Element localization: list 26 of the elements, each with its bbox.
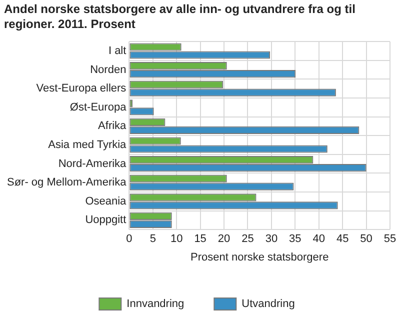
legend-label: Innvandring [126, 298, 184, 310]
x-axis-title: Prosent norske statsborgere [190, 251, 329, 264]
x-tick-label: 15 [194, 233, 206, 246]
x-tick-label: 30 [265, 233, 278, 246]
y-tick-label: Vest-Europa ellers [36, 82, 127, 95]
x-tick-label: 10 [170, 233, 183, 246]
y-tick-label: Asia med Tyrkia [48, 139, 128, 152]
y-tick-label: I alt [108, 45, 126, 58]
y-tick-label: Nord-Amerika [58, 158, 128, 170]
x-tick-label: 25 [242, 233, 254, 246]
y-tick-label: Norden [90, 64, 126, 76]
y-tick-label: Uoppgitt [85, 214, 126, 226]
y-tick-label: Sør- og Mellom-Amerika [6, 176, 128, 189]
x-tick-label: 55 [384, 233, 396, 246]
y-tick-label: Oseania [85, 195, 128, 208]
x-tick-label: 35 [289, 233, 302, 246]
x-tick-label: 5 [150, 233, 156, 246]
x-tick-label: 40 [312, 233, 325, 246]
y-tick-label: Afrika [98, 120, 128, 132]
chart-title: Andel norske statsborgere av alle inn- og utvandrere fra og til regioner. 2011. Prosent [4, 2, 356, 32]
y-tick-label: Øst-Europa [70, 101, 128, 114]
legend-label: Utvandring [242, 298, 295, 310]
x-tick-label: 0 [126, 233, 132, 246]
x-tick-label: 20 [218, 233, 230, 246]
x-tick-label: 50 [360, 233, 372, 246]
x-tick-label: 45 [336, 233, 349, 246]
